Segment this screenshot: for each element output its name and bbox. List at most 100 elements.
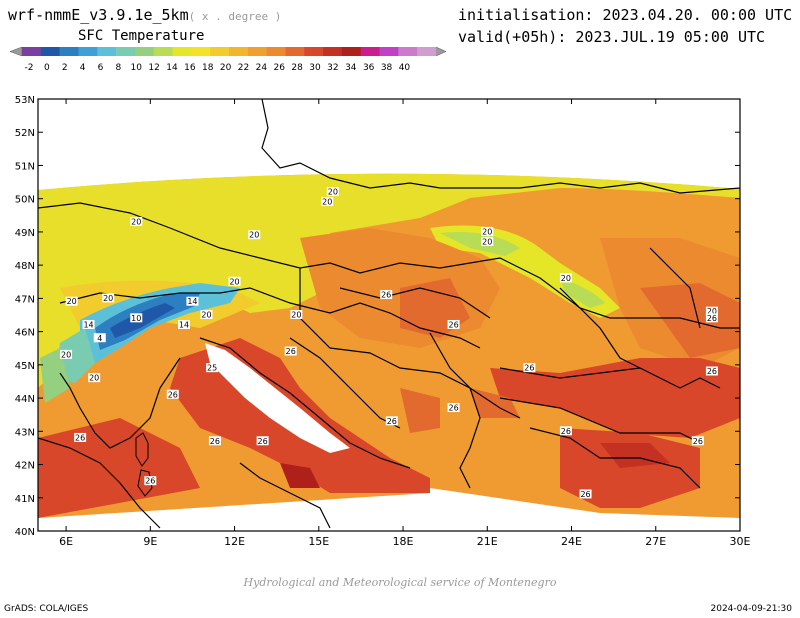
border-lines: [38, 99, 740, 529]
contour-label: 26: [75, 433, 85, 442]
contour-label: 20: [89, 374, 99, 383]
lon-label: 15E: [308, 535, 329, 548]
lon-label: 12E: [224, 535, 245, 548]
contour-label-box: [65, 296, 78, 306]
contour-label-box: [380, 290, 393, 300]
contour-label-box: [481, 236, 494, 246]
contour-label: 20: [67, 297, 77, 306]
colorbar-label: 10: [131, 63, 143, 73]
lon-label: 30E: [730, 535, 751, 548]
colorbar-swatch: [417, 47, 437, 56]
contour-label: 10: [131, 314, 141, 323]
contour-label-box: [178, 319, 191, 329]
contour-label-box: [248, 230, 261, 240]
contour-label-box: [130, 313, 143, 323]
contour-label-box: [200, 310, 213, 319]
contour-label-box: [102, 293, 115, 303]
lon-label: 6E: [59, 535, 73, 548]
contour-label: 26: [145, 477, 155, 486]
colorbar-label: 2: [62, 63, 68, 73]
lat-label: 41N: [15, 494, 35, 505]
colorbar-swatch: [134, 47, 155, 56]
colorbar-swatch: [172, 47, 192, 56]
colorbar-swatch: [40, 47, 60, 56]
temperature-field: [38, 173, 740, 518]
lat-label: 43N: [15, 427, 35, 438]
contour-label-box: [228, 276, 241, 286]
lon-label: 21E: [477, 535, 498, 548]
contour-label: 20: [482, 227, 492, 236]
contour-label: 26: [707, 367, 717, 376]
render-timestamp: 2024-04-09-21:30: [710, 604, 793, 614]
grads-credit: GrADS: COLA/IGES: [4, 604, 89, 614]
colorbar-label: 8: [116, 63, 122, 73]
lat-label: 47N: [15, 294, 35, 305]
contour-label: 20: [249, 231, 259, 240]
contour-label: 4: [97, 334, 102, 343]
contour-label: 26: [448, 404, 458, 413]
contour-label: 20: [61, 350, 71, 359]
colorbar-label: 0: [44, 63, 50, 73]
colorbar-label: -2: [25, 63, 34, 73]
colorbar-label: 36: [363, 63, 375, 73]
contour-label: 20: [328, 188, 338, 197]
colorbar-swatch: [304, 47, 324, 56]
temperature-colorbar: -2 0 2 4 6 8 10 12 14 16 18 20 22 24 26 28 30 32 34 36 38 40: [9, 46, 447, 73]
contour-label: 26: [448, 320, 458, 329]
lon-label: 24E: [561, 535, 582, 548]
contour-label-box: [705, 366, 718, 376]
lat-label: 50N: [15, 195, 35, 206]
lat-label: 44N: [15, 394, 35, 405]
contour-label: 26: [258, 437, 268, 446]
contour-label-box: [186, 296, 199, 306]
colorbar-swatch: [247, 47, 267, 56]
model-name: wrf-nmmE_v3.9.1e_5km: [8, 6, 189, 24]
lat-label: 40N: [15, 527, 35, 538]
map-frame: [37, 98, 741, 532]
contour-label: 20: [561, 274, 571, 283]
colorbar-label: 30: [309, 63, 321, 73]
contour-label: 26: [580, 490, 590, 499]
colorbar-label: 12: [148, 63, 159, 73]
colorbar-swatch: [116, 47, 136, 56]
colorbar-label: 18: [202, 63, 214, 73]
contour-label-box: [144, 476, 157, 486]
colorbar-swatch: [22, 47, 42, 56]
contour-label: 14: [179, 320, 189, 329]
contour-label: 26: [168, 390, 178, 399]
colorbar-swatch: [341, 47, 362, 56]
contour-label: 26: [693, 437, 703, 446]
contour-label: 20: [229, 277, 239, 286]
contour-label-box: [93, 333, 106, 343]
lon-label: 18E: [393, 535, 414, 548]
model-suffix: ( x . degree ): [188, 10, 282, 23]
contour-label-box: [321, 197, 334, 207]
contour-label: 20: [103, 294, 113, 303]
model-title: wrf-nmmE_v3.9.1e_5km( x . degree ): [8, 6, 281, 24]
temperature-map: 53N 52N 51N 50N 49N 48N 47N 46N 45N 44N 43N 42N 41N 4…: [15, 95, 751, 548]
contour-label-box: [166, 389, 179, 399]
lon-label: 27E: [645, 535, 666, 548]
colorbar-label: 34: [345, 63, 357, 73]
contour-label-box: [705, 306, 718, 316]
contour-label: 14: [187, 297, 197, 306]
colorbar-swatch: [59, 47, 79, 56]
colorbar-label: 24: [256, 63, 268, 73]
contour-label: 26: [561, 427, 571, 436]
colorbar-swatch: [153, 47, 173, 56]
colorbar-label: 6: [98, 63, 104, 73]
contour-label-box: [385, 416, 398, 426]
lat-label: 45N: [15, 361, 35, 372]
contour-label-box: [82, 319, 95, 329]
contour-label: 26: [707, 314, 717, 323]
contour-label-box: [481, 226, 494, 236]
contour-label: 26: [524, 364, 534, 373]
colorbar-swatch: [323, 47, 343, 56]
colorbar-under-arrow: [9, 46, 23, 57]
contour-label: 20: [201, 311, 211, 320]
contour-label-box: [691, 436, 704, 446]
colorbar-label: 14: [166, 63, 178, 73]
latitude-axis: 53N 52N 51N 50N 49N 48N 47N 46N 45N 44N 43N 42N 41N 4…: [15, 95, 740, 538]
colorbar-label: 26: [274, 63, 286, 73]
